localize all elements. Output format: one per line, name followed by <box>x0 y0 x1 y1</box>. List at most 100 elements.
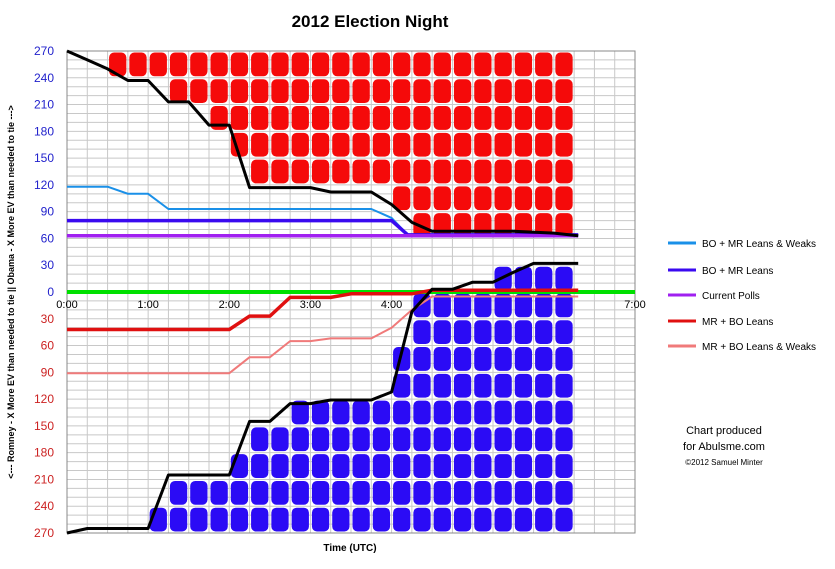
romney-ev-cell <box>494 159 512 184</box>
romney-ev-cell <box>372 106 391 130</box>
romney-ev-cell <box>393 52 411 77</box>
obama-ev-cell <box>474 347 492 371</box>
romney-ev-cell <box>433 52 451 77</box>
obama-ev-cell <box>372 400 391 425</box>
romney-ev-cell <box>453 159 472 184</box>
obama-ev-cell <box>291 427 309 452</box>
romney-ev-cell <box>413 159 431 184</box>
obama-ev-cell <box>251 480 269 505</box>
legend-label-current-polls: Current Polls <box>702 291 760 302</box>
obama-ev-cell <box>494 480 512 505</box>
romney-ev-cell <box>190 52 208 77</box>
obama-ev-cell <box>555 320 573 345</box>
x-tick-label: 4:00 <box>381 299 402 311</box>
obama-ev-cell <box>169 507 188 532</box>
obama-ev-cell <box>332 454 350 478</box>
obama-ev-cell <box>535 293 553 318</box>
romney-ev-cell <box>555 106 573 130</box>
obama-ev-cell <box>291 480 309 505</box>
y-tick-label: 270 <box>34 526 54 540</box>
romney-ev-cell <box>433 106 451 130</box>
obama-ev-cell <box>251 507 269 532</box>
obama-ev-cell <box>514 373 533 398</box>
romney-ev-cell <box>413 52 431 77</box>
legend-label-bo-mr-leans: BO + MR Leans <box>702 266 773 277</box>
romney-ev-cell <box>332 132 350 157</box>
obama-ev-cell <box>453 293 472 318</box>
obama-ev-cell <box>514 454 533 478</box>
obama-ev-cell <box>514 400 533 425</box>
obama-ev-cell <box>494 400 512 425</box>
obama-ev-cell <box>169 480 188 505</box>
y-tick-label: 120 <box>34 392 54 406</box>
romney-ev-cell <box>474 159 492 184</box>
romney-ev-cell <box>514 79 533 104</box>
obama-ev-cell <box>535 347 553 371</box>
obama-ev-cell <box>271 454 289 478</box>
romney-ev-cell <box>393 106 411 130</box>
obama-ev-cell <box>453 400 472 425</box>
obama-ev-cell <box>393 373 411 398</box>
obama-ev-cell <box>514 347 533 371</box>
y-axis-label: <--- Romney - X More EV than needed to t… <box>6 105 16 479</box>
obama-ev-cell <box>555 400 573 425</box>
obama-ev-cell <box>535 400 553 425</box>
obama-ev-cell <box>535 480 553 505</box>
x-tick-label: 3:00 <box>300 299 321 311</box>
romney-ev-cell <box>433 79 451 104</box>
obama-ev-cell <box>413 427 431 452</box>
obama-ev-cell <box>555 480 573 505</box>
obama-ev-cell <box>271 507 289 532</box>
obama-ev-cell <box>291 454 309 478</box>
obama-ev-cell <box>474 454 492 478</box>
romney-ev-cell <box>393 186 411 211</box>
obama-ev-cell <box>413 400 431 425</box>
obama-ev-cell <box>535 320 553 345</box>
obama-ev-cell <box>433 293 451 318</box>
y-tick-label: 180 <box>34 446 54 460</box>
y-tick-label: 270 <box>34 44 54 58</box>
obama-ev-cell <box>433 320 451 345</box>
romney-ev-cell <box>433 132 451 157</box>
romney-ev-cell <box>413 186 431 211</box>
obama-ev-cell <box>352 427 370 452</box>
legend-label-mr-bo-leans-weaks: MR + BO Leans & Weaks <box>702 342 816 353</box>
romney-ev-cell <box>230 52 249 77</box>
romney-ev-cell <box>372 79 391 104</box>
romney-ev-cell <box>291 79 309 104</box>
obama-ev-cell <box>372 454 391 478</box>
romney-ev-cell <box>291 132 309 157</box>
romney-ev-cell <box>535 106 553 130</box>
romney-ev-cell <box>453 52 472 77</box>
obama-ev-cell <box>494 427 512 452</box>
legend-label-bo-mr-leans-weaks: BO + MR Leans & Weaks <box>702 239 816 250</box>
obama-ev-cell <box>311 427 330 452</box>
romney-ev-cell <box>190 79 208 104</box>
romney-ev-cell <box>271 106 289 130</box>
romney-ev-cell <box>514 132 533 157</box>
obama-ev-cell <box>332 480 350 505</box>
obama-ev-cell <box>535 373 553 398</box>
romney-ev-cell <box>494 132 512 157</box>
romney-ev-cell <box>352 159 370 184</box>
romney-ev-cell <box>311 52 330 77</box>
romney-ev-cell <box>514 186 533 211</box>
obama-ev-cell <box>332 507 350 532</box>
y-tick-label: 90 <box>41 205 55 219</box>
obama-ev-cell <box>271 480 289 505</box>
obama-ev-cell <box>494 347 512 371</box>
obama-ev-cell <box>271 427 289 452</box>
romney-ev-cell <box>251 132 269 157</box>
y-tick-label: 0 <box>47 285 54 299</box>
x-tick-label: 1:00 <box>137 299 158 311</box>
romney-ev-cell <box>555 186 573 211</box>
obama-ev-cell <box>393 427 411 452</box>
romney-ev-cell <box>494 52 512 77</box>
obama-ev-cell <box>474 400 492 425</box>
obama-ev-cell <box>514 480 533 505</box>
obama-ev-cell <box>514 507 533 532</box>
romney-ev-cell <box>413 79 431 104</box>
obama-ev-cell <box>535 427 553 452</box>
